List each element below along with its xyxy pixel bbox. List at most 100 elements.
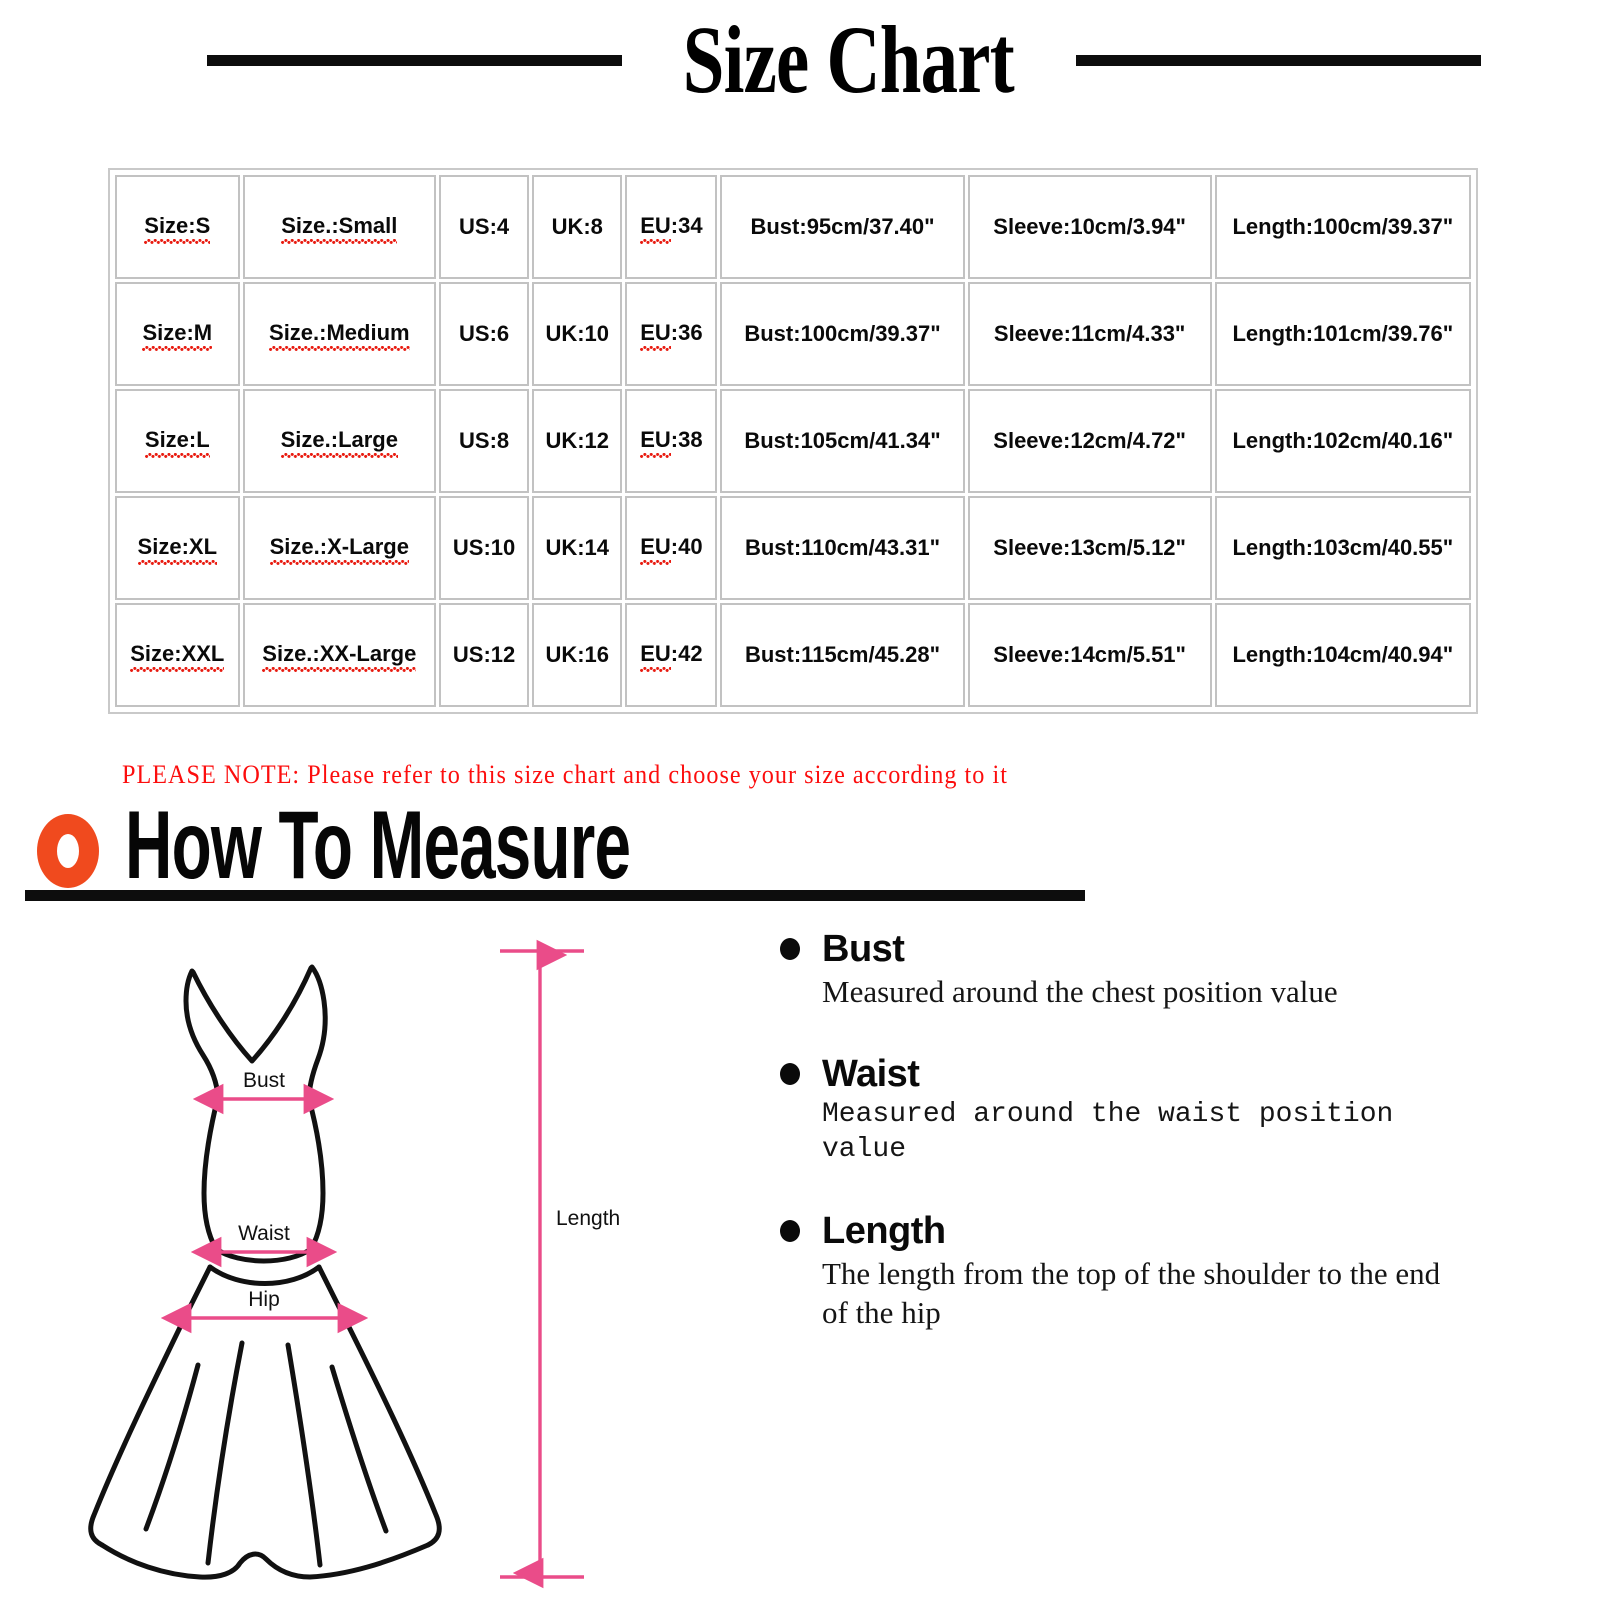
eu-label: EU: [640, 213, 671, 244]
size-code-text: Size:XL: [137, 534, 218, 565]
cell-length: Length:100cm/39.37": [1214, 175, 1471, 279]
cell-eu: EU:36: [625, 282, 718, 386]
size-code-text: Size:XXL: [130, 641, 225, 672]
table-row: Size:M Size.:Medium US:6 UK:10 EU:36 Bus…: [115, 282, 1471, 386]
eu-label: EU: [640, 641, 671, 672]
size-code-text: Size:M: [142, 320, 212, 351]
cell-eu: EU:38: [625, 389, 718, 493]
cell-sleeve: Sleeve:10cm/3.94": [967, 175, 1212, 279]
size-table-container: Size:S Size.:Small US:4 UK:8 EU:34 Bust:…: [108, 168, 1478, 714]
eu-label: EU: [640, 320, 671, 351]
how-to-measure-header: How To Measure: [25, 797, 1125, 904]
dress-measurement-diagram: Bust Waist Hip Length: [60, 915, 740, 1595]
cell-us: US:10: [439, 496, 530, 600]
length-label: Length: [556, 1207, 620, 1230]
cell-sleeve: Sleeve:12cm/4.72": [967, 389, 1212, 493]
cell-eu: EU:40: [625, 496, 718, 600]
cell-uk: UK:12: [532, 389, 623, 493]
size-name-text: Size.:Small: [281, 213, 398, 244]
cell-bust: Bust:105cm/41.34": [720, 389, 965, 493]
length-measure-arrow: [500, 939, 584, 1589]
size-table-body: Size:S Size.:Small US:4 UK:8 EU:34 Bust:…: [115, 175, 1471, 707]
please-note-text: PLEASE NOTE: Please refer to this size c…: [122, 760, 1008, 789]
measure-title: Length: [822, 1209, 946, 1252]
ring-icon: [37, 814, 99, 888]
cell-bust: Bust:110cm/43.31": [720, 496, 965, 600]
table-row: Size:L Size.:Large US:8 UK:12 EU:38 Bust…: [115, 389, 1471, 493]
size-code-text: Size:L: [144, 427, 210, 458]
how-to-measure-rule: [25, 890, 1085, 901]
cell-us: US:6: [439, 282, 530, 386]
dress-outline: [88, 964, 442, 1580]
cell-size-code: Size:S: [115, 175, 240, 279]
eu-value: :38: [670, 427, 703, 452]
eu-value: :40: [670, 534, 703, 559]
measure-description: Measured around the waist position value: [822, 1099, 1394, 1166]
bullet-dot-icon: [780, 1063, 800, 1086]
size-name-text: Size.:X-Large: [269, 534, 410, 565]
cell-bust: Bust:100cm/39.37": [720, 282, 965, 386]
cell-length: Length:103cm/40.55": [1214, 496, 1471, 600]
cell-sleeve: Sleeve:11cm/4.33": [967, 282, 1212, 386]
cell-size-code: Size:M: [115, 282, 240, 386]
cell-sleeve: Sleeve:14cm/5.51": [967, 603, 1212, 707]
table-row: Size:XL Size.:X-Large US:10 UK:14 EU:40 …: [115, 496, 1471, 600]
list-item: Length The length from the top of the sh…: [780, 1212, 1480, 1332]
bust-label: Bust: [243, 1069, 285, 1092]
measure-heading: Length: [780, 1212, 1480, 1250]
size-code-text: Size:S: [144, 213, 211, 244]
measure-heading: Waist: [780, 1055, 1480, 1093]
eu-label: EU: [640, 427, 671, 458]
cell-size-code: Size:XXL: [115, 603, 240, 707]
cell-bust: Bust:115cm/45.28": [720, 603, 965, 707]
cell-bust: Bust:95cm/37.40": [720, 175, 965, 279]
cell-eu: EU:42: [625, 603, 718, 707]
waist-label: Waist: [238, 1222, 290, 1245]
cell-size-name: Size.:XX-Large: [242, 603, 437, 707]
cell-us: US:4: [439, 175, 530, 279]
table-row: Size:XXL Size.:XX-Large US:12 UK:16 EU:4…: [115, 603, 1471, 707]
cell-us: US:8: [439, 389, 530, 493]
cell-uk: UK:8: [532, 175, 623, 279]
cell-length: Length:102cm/40.16": [1214, 389, 1471, 493]
size-name-text: Size.:XX-Large: [262, 641, 417, 672]
measure-title: Bust: [822, 928, 905, 970]
cell-length: Length:101cm/39.76": [1214, 282, 1471, 386]
page-title-band: Size Chart: [0, 0, 1600, 120]
measure-heading: Bust: [780, 930, 1480, 968]
size-name-text: Size.:Large: [280, 427, 399, 458]
measure-title: Waist: [822, 1053, 920, 1096]
bullet-dot-icon: [780, 938, 800, 960]
page-title: Size Chart: [682, 6, 1014, 113]
cell-uk: UK:16: [532, 603, 623, 707]
size-name-text: Size.:Medium: [269, 320, 410, 351]
cell-size-name: Size.:Large: [242, 389, 437, 493]
measure-description: The length from the top of the shoulder …: [822, 1255, 1441, 1330]
cell-size-code: Size:XL: [115, 496, 240, 600]
cell-uk: UK:10: [532, 282, 623, 386]
title-rule-left: [206, 54, 622, 66]
eu-value: :34: [670, 213, 703, 238]
cell-uk: UK:14: [532, 496, 623, 600]
hip-label: Hip: [248, 1288, 280, 1311]
cell-eu: EU:34: [625, 175, 718, 279]
cell-us: US:12: [439, 603, 530, 707]
bullet-dot-icon: [780, 1219, 800, 1242]
cell-length: Length:104cm/40.94": [1214, 603, 1471, 707]
list-item: Bust Measured around the chest position …: [780, 930, 1480, 1011]
size-table: Size:S Size.:Small US:4 UK:8 EU:34 Bust:…: [112, 172, 1474, 710]
list-item: Waist Measured around the waist position…: [780, 1055, 1480, 1168]
cell-size-code: Size:L: [115, 389, 240, 493]
measure-description: Measured around the chest position value: [822, 974, 1338, 1009]
table-row: Size:S Size.:Small US:4 UK:8 EU:34 Bust:…: [115, 175, 1471, 279]
eu-value: :42: [670, 641, 703, 666]
cell-size-name: Size.:Medium: [242, 282, 437, 386]
measure-definitions-list: Bust Measured around the chest position …: [780, 930, 1480, 1376]
cell-size-name: Size.:X-Large: [242, 496, 437, 600]
title-rule-right: [1076, 54, 1482, 66]
how-to-measure-title: How To Measure: [125, 792, 631, 900]
eu-label: EU: [640, 534, 671, 565]
cell-sleeve: Sleeve:13cm/5.12": [967, 496, 1212, 600]
eu-value: :36: [670, 320, 703, 345]
cell-size-name: Size.:Small: [242, 175, 437, 279]
